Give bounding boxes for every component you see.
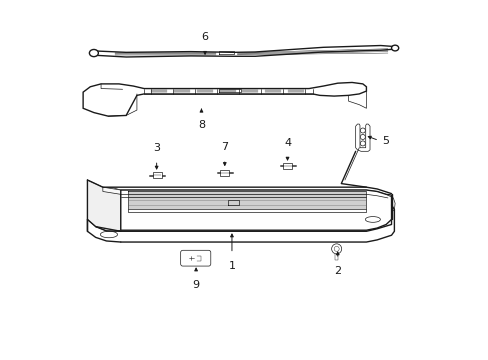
Ellipse shape [100, 231, 117, 238]
Polygon shape [355, 124, 369, 151]
Text: 7: 7 [221, 142, 228, 152]
Polygon shape [121, 190, 391, 230]
Circle shape [360, 134, 365, 139]
Circle shape [360, 128, 365, 133]
Circle shape [360, 141, 365, 146]
Polygon shape [102, 187, 386, 198]
Text: 9: 9 [192, 280, 199, 291]
Text: 8: 8 [198, 120, 204, 130]
FancyBboxPatch shape [283, 163, 291, 168]
Polygon shape [94, 45, 394, 57]
Text: 4: 4 [284, 138, 290, 148]
Circle shape [331, 244, 341, 254]
FancyBboxPatch shape [180, 250, 210, 266]
Text: 6: 6 [201, 32, 208, 42]
Ellipse shape [365, 217, 380, 222]
Polygon shape [87, 180, 121, 231]
Text: 2: 2 [333, 266, 341, 276]
Text: 5: 5 [382, 136, 389, 145]
FancyBboxPatch shape [220, 170, 229, 176]
Text: 3: 3 [153, 143, 160, 153]
Ellipse shape [391, 45, 398, 51]
FancyBboxPatch shape [152, 172, 162, 178]
Circle shape [333, 246, 339, 251]
Polygon shape [83, 82, 366, 116]
Text: 1: 1 [228, 261, 235, 271]
Ellipse shape [89, 49, 98, 57]
